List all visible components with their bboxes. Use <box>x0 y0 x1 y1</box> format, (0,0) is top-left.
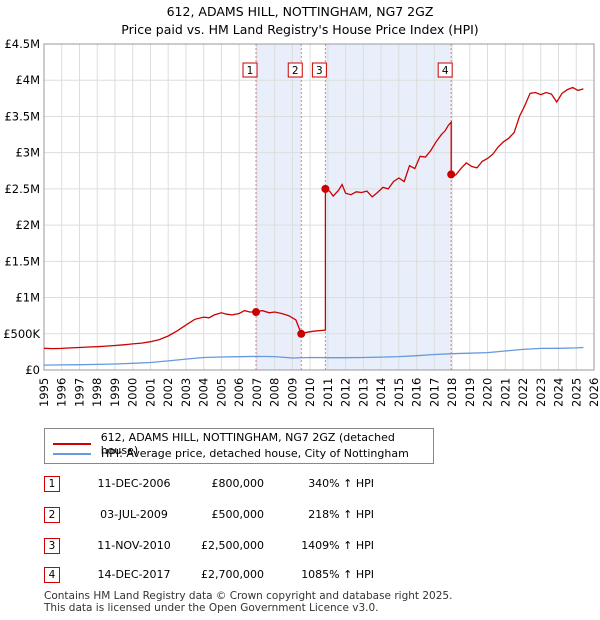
footer-copyright: Contains HM Land Registry data © Crown c… <box>44 590 453 602</box>
x-tick-label: 1996 <box>55 378 69 407</box>
x-tick-label: 2001 <box>143 378 157 407</box>
x-tick-label: 1997 <box>72 378 86 407</box>
price-chart: £0 £500K £1M £1.5M £2M £2.5M £3M £3.5M £4M £4.5M 1… <box>3 37 600 407</box>
x-tick-label: 2010 <box>303 378 317 407</box>
x-tick-label: 2009 <box>285 378 299 407</box>
x-tick-label: 2024 <box>552 378 566 407</box>
sale-label-box <box>287 62 303 78</box>
transaction-date: 11-NOV-2010 <box>97 539 171 552</box>
x-tick-label: 2012 <box>339 378 353 407</box>
x-tick-label: 2021 <box>498 378 512 407</box>
legend-item-hpi: HPI: Average price, detached house, City… <box>53 447 409 460</box>
footer-license: This data is licensed under the Open Gov… <box>44 602 379 614</box>
transaction-price: £500,000 <box>211 508 265 521</box>
sale-label-box <box>311 62 327 78</box>
x-tick-label: 2002 <box>161 378 175 407</box>
transaction-hpi: 1085% ↑ HPI <box>301 568 374 581</box>
y-tick-label: £3.5M <box>4 109 40 123</box>
hpi-line <box>43 346 584 366</box>
x-tick-label: 1998 <box>90 378 104 407</box>
y-tick-label: £3M <box>15 146 40 160</box>
legend-swatch-property <box>53 443 91 445</box>
y-tick-label: £0 <box>25 363 40 377</box>
transaction-date: 11-DEC-2006 <box>97 477 171 490</box>
legend-swatch-hpi <box>53 452 91 455</box>
transaction-hpi: 340% ↑ HPI <box>308 477 374 490</box>
legend-label-property: 612, ADAMS HILL, NOTTINGHAM, NG7 2GZ (de… <box>100 431 395 457</box>
sale-point <box>321 184 330 193</box>
x-tick-label: 2020 <box>481 378 495 407</box>
transaction-price: £2,500,000 <box>201 539 264 552</box>
legend: 612, ADAMS HILL, NOTTINGHAM, NG7 2GZ (de… <box>44 428 434 464</box>
property-price-line <box>43 86 584 350</box>
transaction-number: 1 <box>44 476 60 492</box>
x-tick-label: 2003 <box>179 378 193 407</box>
y-tick-label: £500K <box>3 327 40 341</box>
sale-label: 2 <box>292 65 299 77</box>
sale-point <box>297 329 306 338</box>
legend-label-hpi: HPI: Average price, detached house, City… <box>101 447 409 460</box>
x-tick-label: 2011 <box>321 378 335 407</box>
sale-label: 4 <box>442 65 449 77</box>
x-tick-label: 2015 <box>392 378 406 407</box>
x-tick-label: 2005 <box>214 378 228 407</box>
x-tick-label: 2017 <box>427 378 441 407</box>
transaction-number: 4 <box>44 567 60 583</box>
chart-title: 612, ADAMS HILL, NOTTINGHAM, NG7 2GZ <box>166 4 434 19</box>
legend-item-property: 612, ADAMS HILL, NOTTINGHAM, NG7 2GZ (de… <box>53 431 433 457</box>
y-tick-label: £1M <box>15 291 40 305</box>
y-tick-label: £1.5M <box>4 254 40 268</box>
transaction-price: £2,700,000 <box>201 568 264 581</box>
x-tick-label: 2000 <box>126 378 140 407</box>
y-tick-label: £4M <box>15 73 40 87</box>
x-tick-label: 2007 <box>250 378 264 407</box>
transaction-price: £800,000 <box>211 477 265 490</box>
transaction-date: 14-DEC-2017 <box>97 568 171 581</box>
transaction-hpi: 218% ↑ HPI <box>308 508 374 521</box>
shaded-period <box>256 44 302 370</box>
x-tick-label: 2013 <box>356 378 370 407</box>
sale-label: 1 <box>247 65 254 77</box>
x-tick-label: 2022 <box>516 378 530 407</box>
x-tick-label: 2019 <box>463 378 477 407</box>
x-tick-label: 1999 <box>108 378 122 407</box>
x-tick-label: 2006 <box>232 378 246 407</box>
y-tick-label: £2.5M <box>4 182 40 196</box>
transaction-number: 3 <box>44 538 60 554</box>
transaction-hpi: 1409% ↑ HPI <box>301 539 374 552</box>
y-tick-label: £2M <box>15 218 40 232</box>
transaction-date: 03-JUL-2009 <box>100 508 168 521</box>
x-tick-label: 2023 <box>534 378 548 407</box>
shaded-period <box>325 44 452 370</box>
x-tick-label: 2008 <box>268 378 282 407</box>
sale-label-box <box>437 62 453 78</box>
sale-point <box>252 308 261 317</box>
x-tick-label: 2018 <box>445 378 459 407</box>
x-tick-label: 2004 <box>197 378 211 407</box>
x-tick-label: 2026 <box>587 378 600 407</box>
chart-subtitle: Price paid vs. HM Land Registry's House … <box>121 22 479 37</box>
y-tick-label: £4.5M <box>4 37 40 51</box>
sale-point <box>447 170 456 179</box>
x-tick-label: 2016 <box>410 378 424 407</box>
sale-label: 3 <box>316 65 323 77</box>
x-tick-label: 2025 <box>569 378 583 407</box>
x-tick-label: 1995 <box>37 378 51 407</box>
transaction-number: 2 <box>44 507 60 523</box>
plot-frame <box>43 43 595 371</box>
x-tick-label: 2014 <box>374 378 388 407</box>
sale-label-box <box>242 62 258 78</box>
